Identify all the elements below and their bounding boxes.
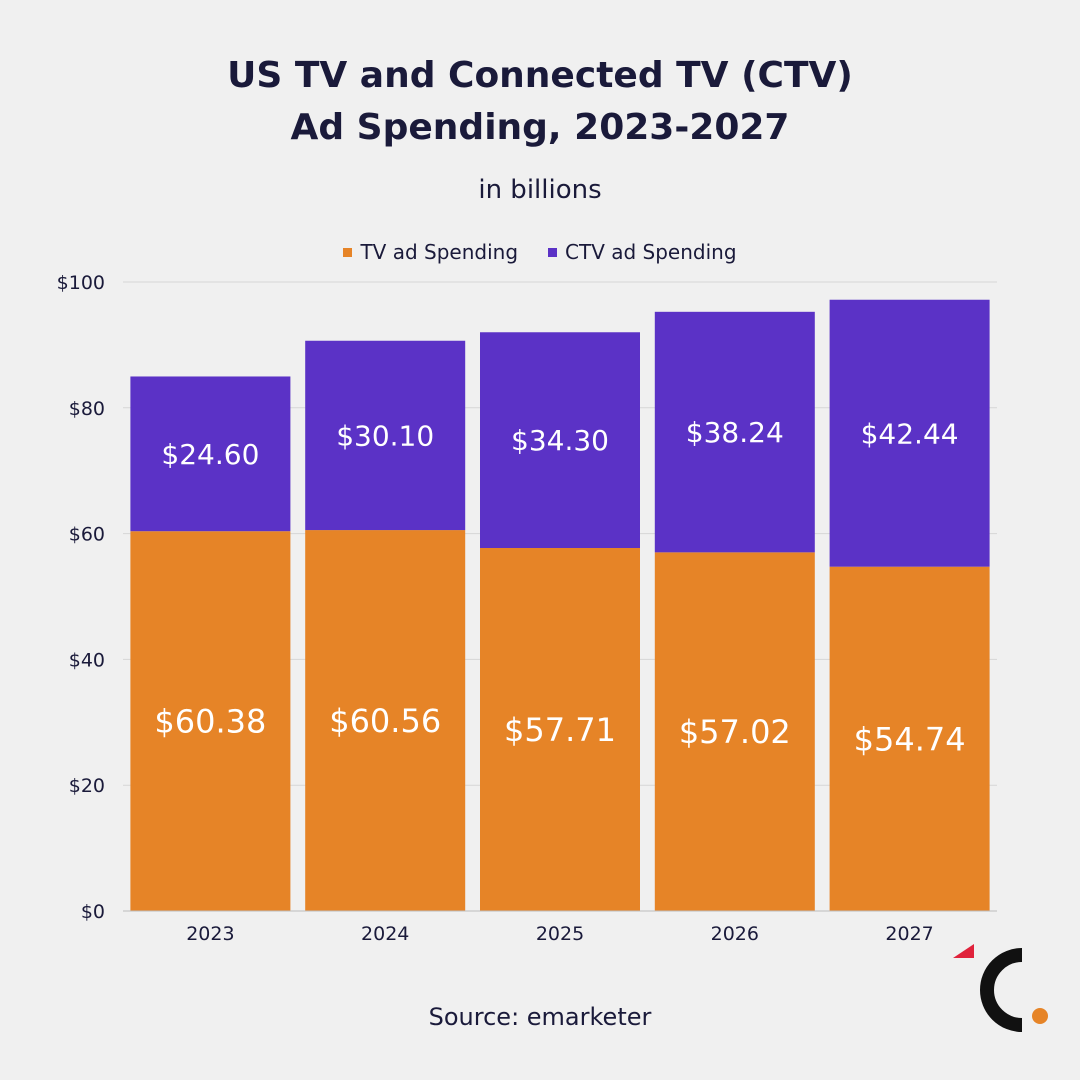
y-tick-label: $60 (69, 524, 105, 546)
bar-ctv (130, 376, 291, 532)
chart-subtitle: in billions (478, 175, 602, 205)
legend-item-tv: TV ad Spending (343, 240, 518, 264)
data-label-ctv: $42.44 (861, 417, 959, 450)
bar-ctv (654, 311, 815, 553)
chart-title-line-2: Ad Spending, 2023-2027 (290, 107, 790, 148)
x-tick-label: 2026 (711, 923, 759, 945)
brand-logo (953, 944, 1048, 1032)
y-tick-label: $0 (81, 901, 105, 923)
bar-ctv (829, 299, 990, 567)
legend-swatch-tv (343, 247, 353, 257)
bar-tv (829, 566, 990, 911)
bar-ctv (305, 340, 466, 531)
bar-tv (654, 552, 815, 911)
legend-swatch-ctv (548, 247, 558, 257)
legend: TV ad Spending CTV ad Spending (0, 240, 1080, 264)
data-label-tv: $60.56 (329, 702, 441, 740)
x-tick-label: 2024 (361, 923, 409, 945)
legend-label-tv: TV ad Spending (360, 240, 519, 264)
y-tick-label: $80 (69, 398, 105, 420)
data-label-ctv: $38.24 (686, 416, 784, 449)
chart-title-line-1: US TV and Connected TV (CTV) (227, 55, 853, 96)
y-tick-label: $20 (69, 775, 105, 797)
data-label-tv: $57.71 (504, 711, 616, 749)
x-tick-label: 2023 (186, 923, 234, 945)
data-label-tv: $60.38 (154, 703, 266, 741)
y-tick-label: $40 (69, 649, 105, 671)
x-tick-label: 2027 (885, 923, 933, 945)
legend-label-ctv: CTV ad Spending (565, 240, 737, 264)
data-label-ctv: $34.30 (511, 424, 609, 457)
data-label-ctv: $30.10 (336, 419, 434, 452)
bar-tv (305, 530, 466, 911)
x-tick-label: 2025 (536, 923, 584, 945)
chart-title: US TV and Connected TV (CTV) Ad Spending… (0, 50, 1080, 154)
legend-item-ctv: CTV ad Spending (548, 240, 737, 264)
bar-ctv (480, 332, 640, 549)
y-tick-label: $100 (57, 272, 105, 294)
data-label-ctv: $24.60 (161, 438, 259, 471)
source-note: Source: emarketer (428, 1003, 652, 1031)
bar-tv (130, 531, 291, 911)
data-label-tv: $54.74 (854, 720, 966, 758)
bar-tv (480, 548, 640, 911)
data-label-tv: $57.02 (679, 713, 791, 751)
